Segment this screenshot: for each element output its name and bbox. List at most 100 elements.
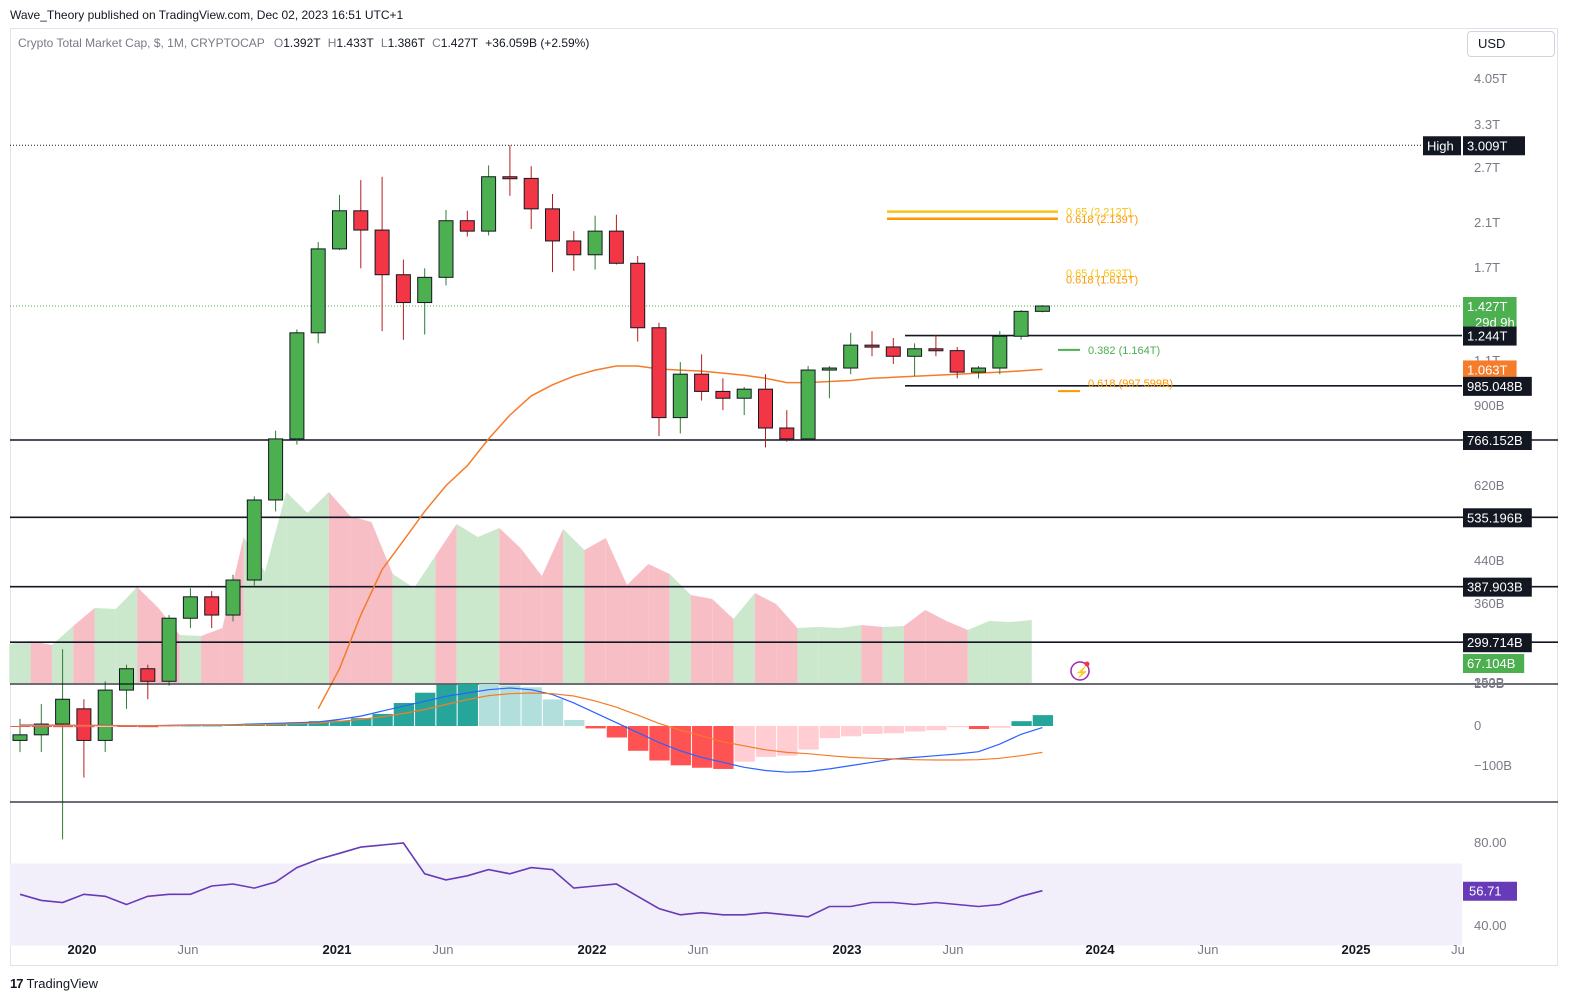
open-label: O [273,36,284,50]
macd-histogram-bar [351,718,372,726]
candle-body [246,499,262,581]
price-label-bg [1463,577,1532,597]
close-label: C [432,36,441,50]
candle [374,176,390,332]
volume-segment [371,522,393,683]
candle [55,649,71,840]
candle-body [608,230,624,264]
candle-body [1013,310,1029,337]
macd-histogram-bar [564,719,585,726]
macd-histogram-bar [393,703,415,726]
macd-histogram-bar [734,726,755,762]
price-axis-tick: 2.7T [1474,160,1500,175]
candle [715,378,731,411]
candle-body [843,344,859,369]
macd-histogram-bar [329,720,351,726]
macd-histogram-bar [990,726,1011,728]
time-axis-tick: 2025 [1342,942,1371,957]
candle [502,145,518,196]
volume-segment [925,610,947,683]
countdown-label: 29d 9h [1475,315,1515,330]
candle-body [928,348,944,352]
candle-body [971,367,986,373]
candle-body [821,367,837,371]
volume-segment [94,608,116,683]
macd-histogram-bar [691,726,713,768]
macd-histogram-bar [95,726,116,727]
candle [289,329,305,445]
volume-segment [286,492,308,683]
candle [587,215,603,270]
low-label: L [380,36,388,50]
candle-body [182,596,198,619]
candle-body [545,208,560,242]
axes: 4.05T3.3T2.7T2.1T1.7T1.1T900B620B440B360… [68,71,1512,957]
candle [182,588,198,629]
volume-segment [733,593,755,683]
fib-label: 0.65 (2.212T) [1066,207,1132,219]
macd-pane [10,683,1558,803]
tradingview-brand: TradingView [26,976,99,991]
macd-axis-tick: −100B [1474,758,1512,773]
candle-body [907,348,923,357]
rsi-line [19,842,1043,918]
candle [119,664,134,709]
candle-body [225,579,241,616]
volume-segment [776,604,798,683]
rsi-band [10,863,1462,946]
macd-axis-tick: 0 [1474,718,1481,733]
candle [225,574,241,622]
low-value: 1.386T [387,36,425,50]
volume-segment [115,587,138,683]
macd-histogram-bar [755,726,777,757]
price-label-bg [1463,508,1532,528]
time-axis-tick: Jun [688,942,709,957]
candle-body [417,276,433,304]
volume-segment [797,627,819,683]
price-label-bg [1463,136,1525,156]
price-label: 766.152B [1467,433,1523,448]
macd-histogram-bar [819,726,841,739]
candle [779,410,795,442]
macd-histogram-bar [841,726,862,737]
candles [12,145,1050,840]
currency-selector[interactable]: USD [1467,31,1555,57]
price-axis-tick: 620B [1474,478,1504,493]
time-axis-tick: 2020 [68,942,97,957]
candle-body [992,335,1008,369]
time-axis-tick: Jun [178,942,199,957]
price-label-bg [1463,431,1532,450]
macd-histogram-bar [116,726,138,727]
volume-segment [30,641,52,683]
candle [1034,305,1050,313]
candle-body [97,689,113,741]
macd-histogram-bar [1011,721,1032,726]
macd-histogram-bar [883,726,904,734]
candle-body [502,176,518,180]
candle-body [651,327,667,419]
candle-body [587,230,603,256]
candle-body [33,723,49,736]
macd-histogram-bar [74,726,95,728]
candle [672,362,688,434]
macd-histogram-bar [542,699,564,726]
chart-frame [10,28,1558,966]
candle [204,591,220,629]
candle-body [736,388,752,399]
tradingview-logo[interactable]: 17 TradingView [10,976,98,991]
candle [523,166,539,230]
candle [161,615,177,686]
volume-segment [1010,620,1032,683]
volume-segment [264,492,287,683]
fib-label: 0.618 (1.615T) [1066,274,1138,286]
candle-body [310,248,326,334]
candle [12,718,28,753]
macd-histogram-bar [713,726,734,769]
candle-body [76,708,92,741]
macd-histogram-bar [52,726,74,728]
candle [928,334,944,357]
candle-body [481,176,497,232]
macd-histogram-bar [628,726,649,751]
